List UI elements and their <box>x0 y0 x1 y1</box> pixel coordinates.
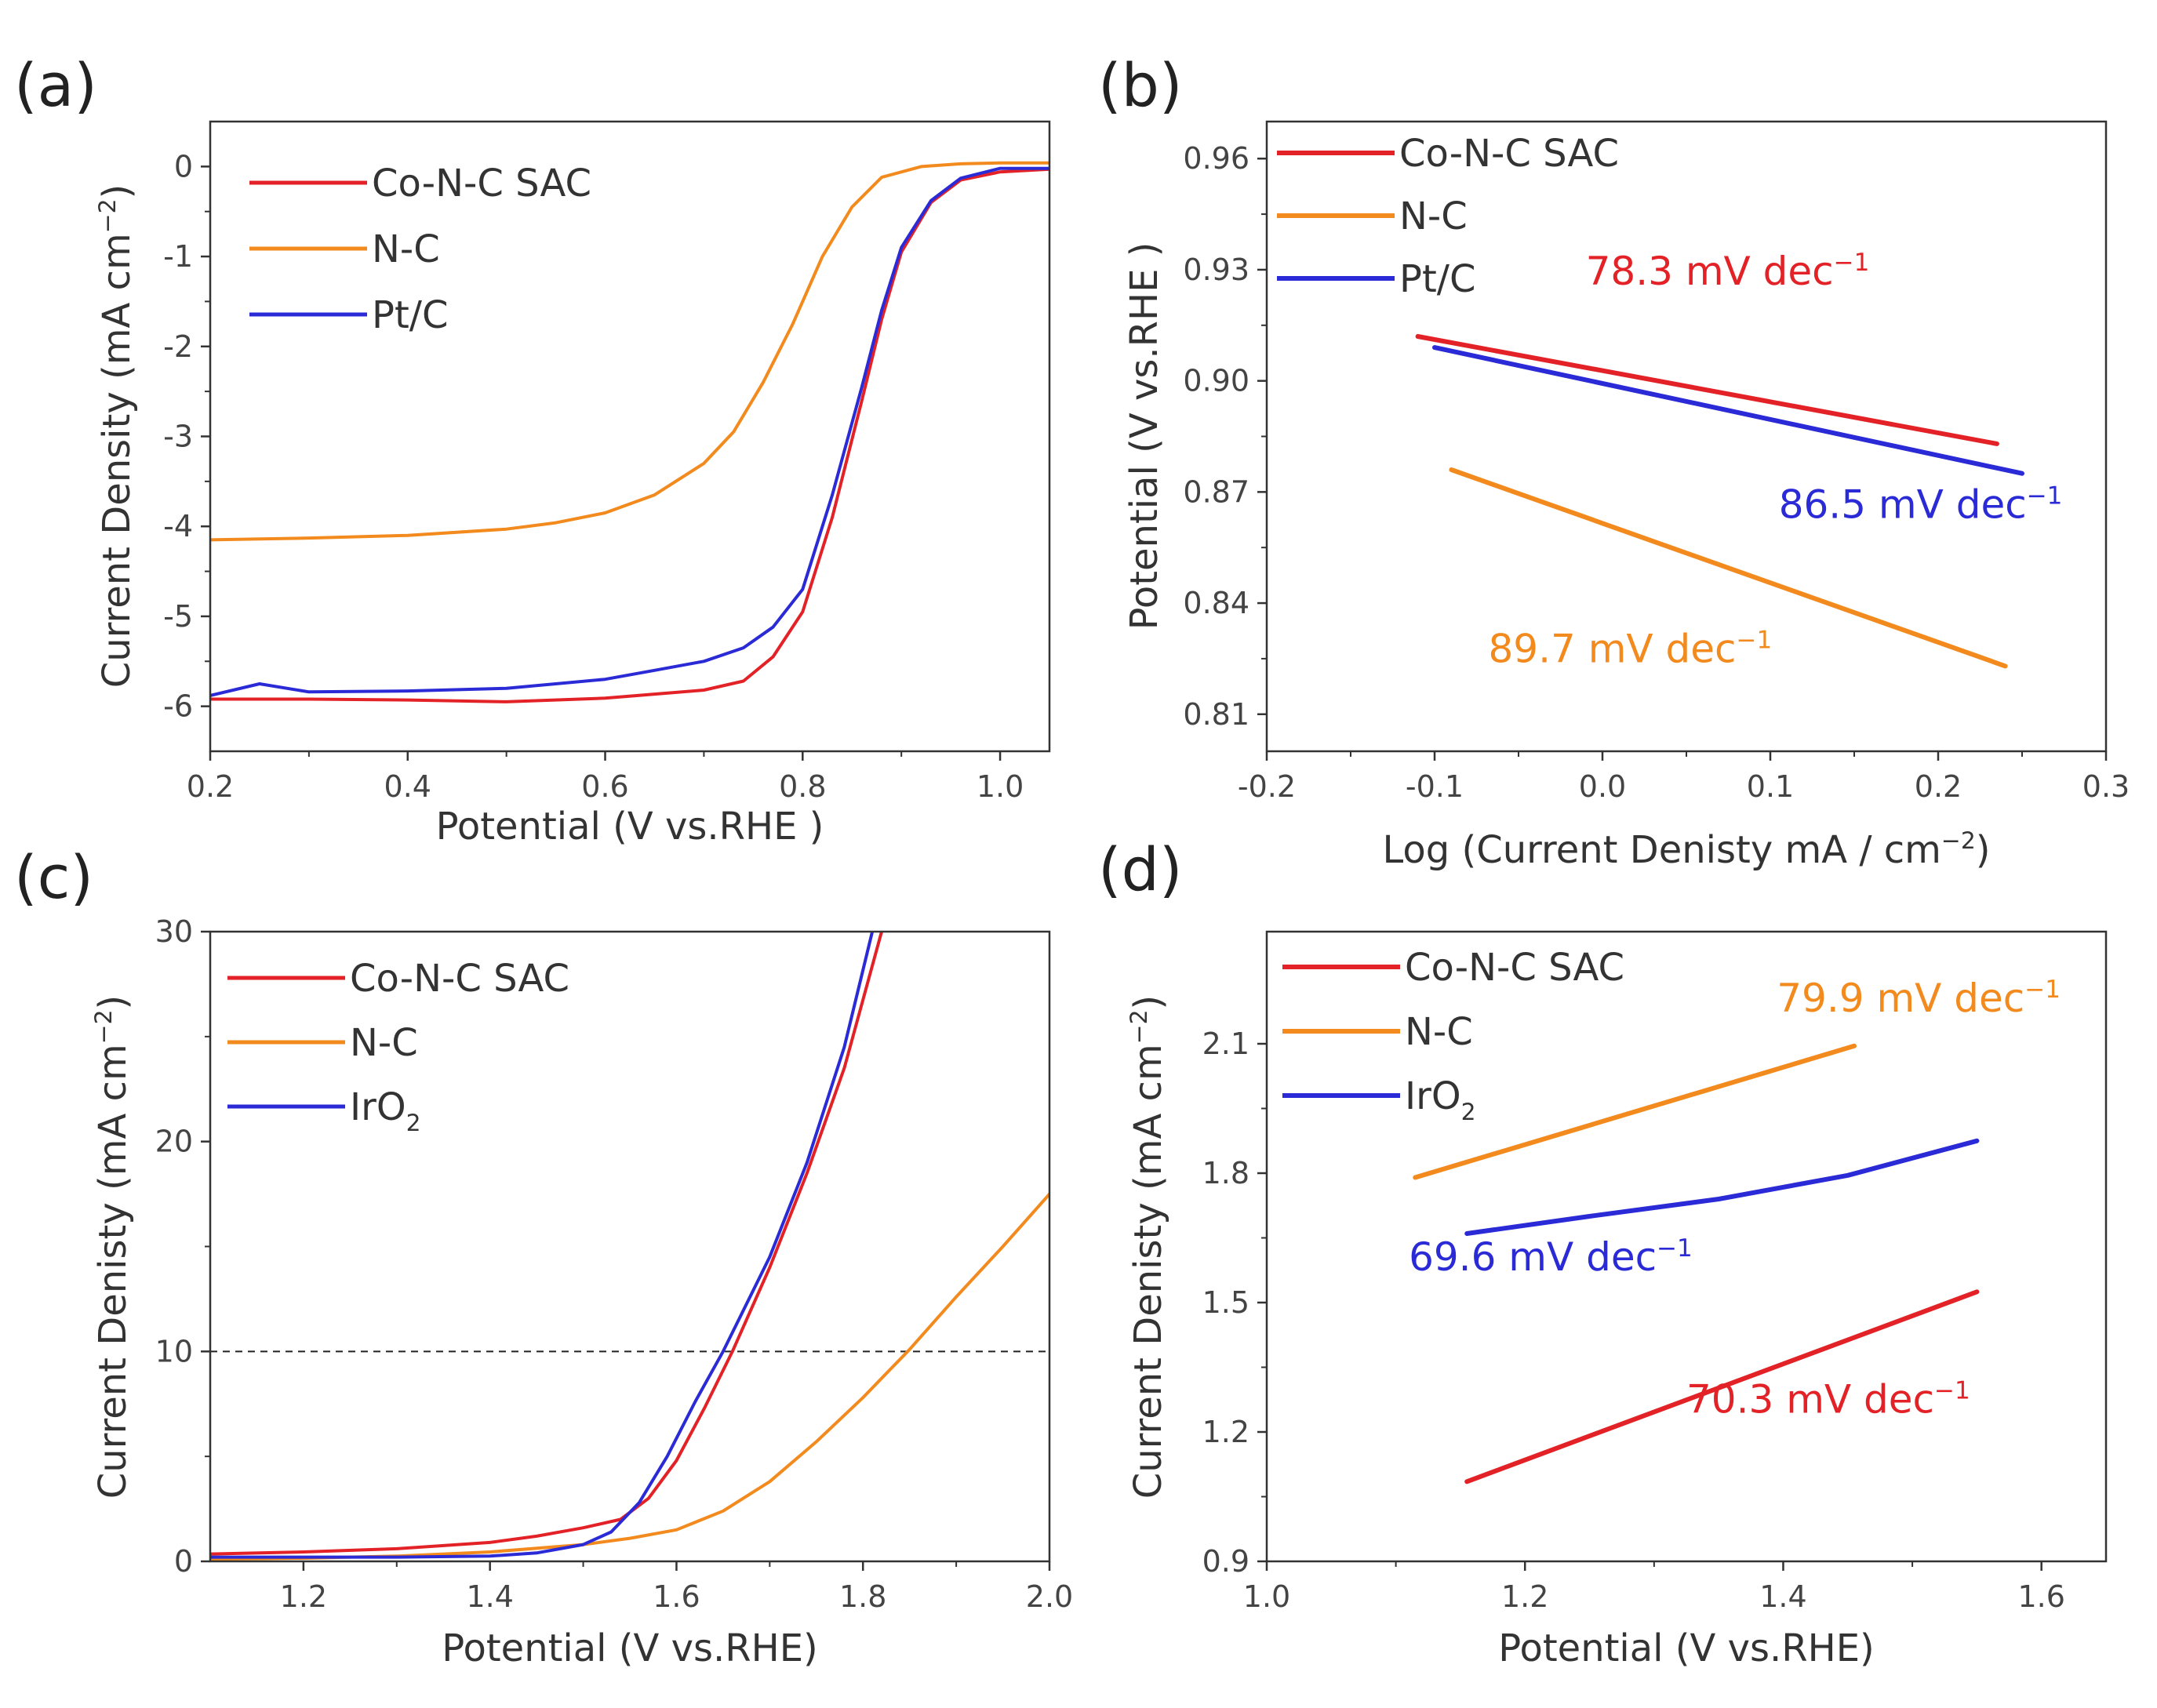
panel-letter: (d) <box>1098 834 1183 904</box>
legend-label-0: Co-N-C SAC <box>350 957 569 1001</box>
x-tick-label: 0.4 <box>384 769 431 804</box>
y-tick-label: 0 <box>174 149 193 184</box>
series-line-1 <box>210 1192 1049 1561</box>
y-tick-label: 0.96 <box>1183 141 1249 176</box>
panel-letter: (b) <box>1098 50 1183 120</box>
x-tick-label: 1.4 <box>466 1579 513 1614</box>
legend-label-1: N-C <box>1399 194 1468 238</box>
y-tick-label: 0.81 <box>1183 697 1249 732</box>
y-axis-title: Current Denisty (mA cm−2) <box>90 995 135 1499</box>
x-axis-title: Potential (V vs.RHE) <box>1498 1626 1875 1670</box>
slope-annotation-0: 78.3 mV dec−1 <box>1586 249 1870 294</box>
y-tick-label: -4 <box>163 509 193 543</box>
y-tick-label: 0.90 <box>1183 364 1249 398</box>
series-line-1 <box>1449 467 2008 669</box>
y-tick-label: -5 <box>163 599 193 634</box>
y-axis-title: Current Density (mA cm−2) <box>94 184 139 689</box>
slope-annotation-1: 86.5 mV dec−1 <box>1779 482 2063 527</box>
x-tick-label: 1.6 <box>2017 1579 2064 1614</box>
x-tick-label: 1.6 <box>653 1579 700 1614</box>
legend-label-0: Co-N-C SAC <box>1405 946 1624 990</box>
series-line-0 <box>1464 1289 1980 1485</box>
x-tick-label: 2.0 <box>1026 1579 1073 1614</box>
x-tick-label: 0.3 <box>2082 769 2130 804</box>
plot-frame <box>209 930 1051 1563</box>
x-axis-title: Potential (V vs.RHE ) <box>436 805 824 849</box>
y-tick-label: 1.2 <box>1202 1415 1249 1449</box>
x-tick-label: 0.6 <box>581 769 628 804</box>
x-tick-label: 1.0 <box>1243 1579 1290 1614</box>
y-tick-label: 0 <box>174 1544 193 1579</box>
x-tick-label: 1.4 <box>1759 1579 1806 1614</box>
y-tick-label: -1 <box>163 239 193 274</box>
x-tick-label: 0.2 <box>1915 769 1962 804</box>
x-tick-label: -0.2 <box>1238 769 1296 804</box>
series-line-2 <box>1432 345 2024 476</box>
series-line-1 <box>1413 1043 1857 1180</box>
panel-letter: (a) <box>14 50 97 120</box>
legend-label-2: IrO2 <box>1405 1074 1476 1126</box>
legend-label-1: N-C <box>1405 1010 1473 1054</box>
y-axis-title: Potential (V vs.RHE ) <box>1122 242 1166 631</box>
y-tick-label: 30 <box>155 914 193 949</box>
series-line-1 <box>210 161 1049 542</box>
plot-frame <box>1265 930 2108 1563</box>
series-line-0 <box>1415 334 1999 446</box>
slope-annotation-1: 69.6 mV dec−1 <box>1409 1234 1693 1280</box>
series-line-2 <box>210 166 1049 697</box>
slope-annotation-2: 70.3 mV dec−1 <box>1686 1376 1970 1422</box>
x-tick-label: 1.2 <box>1501 1579 1548 1614</box>
panel-c: (c) 1.2 1.4 1.6 1.8 2.0 0 10 20 30 Potential (V vs… <box>14 842 1073 1670</box>
x-tick-label: 0.8 <box>779 769 826 804</box>
series-line-2 <box>210 932 875 1559</box>
panel-a: (a) 0.2 0.4 0.6 0.8 1.0 0 -1 -2 -3 -4 -5 -6 Potential… <box>14 50 1051 849</box>
y-tick-label: -3 <box>163 420 193 454</box>
panel-letter: (c) <box>14 842 93 912</box>
x-tick-label: 1.8 <box>839 1579 886 1614</box>
y-tick-label: 10 <box>155 1334 193 1368</box>
legend-label-2: IrO2 <box>350 1085 421 1137</box>
x-tick-label: 0.0 <box>1579 769 1626 804</box>
legend-label-0: Co-N-C SAC <box>1399 132 1619 176</box>
y-tick-label: 0.9 <box>1202 1544 1249 1579</box>
y-tick-label: -6 <box>163 689 193 724</box>
series-line-2 <box>1464 1138 1980 1236</box>
y-axis-title: Current Denisty (mA cm−2) <box>1126 995 1170 1499</box>
legend-label-0: Co-N-C SAC <box>372 162 591 205</box>
x-tick-label: -0.1 <box>1406 769 1464 804</box>
y-tick-label: 1.5 <box>1202 1285 1249 1320</box>
panel-d: (d) 1.0 1.2 1.4 1.6 0.9 1.2 1.5 1.8 2.1 Potential … <box>1098 834 2108 1670</box>
x-tick-label: 0.2 <box>187 769 234 804</box>
panel-b: (b) -0.2 -0.1 0.0 0.1 0.2 0.3 0.81 0.84 0.87 0.90 0… <box>1098 50 2130 872</box>
legend-label-1: N-C <box>372 227 440 271</box>
y-tick-label: -2 <box>163 329 193 364</box>
x-tick-label: 0.1 <box>1747 769 1794 804</box>
legend-label-2: Pt/C <box>372 293 448 337</box>
x-axis-title: Potential (V vs.RHE) <box>442 1626 818 1670</box>
legend-label-1: N-C <box>350 1021 418 1065</box>
slope-annotation-2: 89.7 mV dec−1 <box>1488 627 1772 672</box>
y-tick-label: 1.8 <box>1202 1156 1249 1190</box>
y-tick-label: 20 <box>155 1125 193 1159</box>
x-axis-title: Log (Current Denisty mA / cm−2) <box>1382 827 1990 872</box>
y-tick-label: 0.84 <box>1183 586 1249 620</box>
y-tick-label: 0.93 <box>1183 253 1249 287</box>
series-line-0 <box>210 932 883 1556</box>
legend-label-2: Pt/C <box>1399 257 1475 301</box>
slope-annotation-0: 79.9 mV dec−1 <box>1777 976 2061 1021</box>
x-tick-label: 1.0 <box>977 769 1024 804</box>
y-tick-label: 0.87 <box>1183 474 1249 509</box>
x-tick-label: 1.2 <box>280 1579 327 1614</box>
y-tick-label: 2.1 <box>1202 1027 1249 1061</box>
